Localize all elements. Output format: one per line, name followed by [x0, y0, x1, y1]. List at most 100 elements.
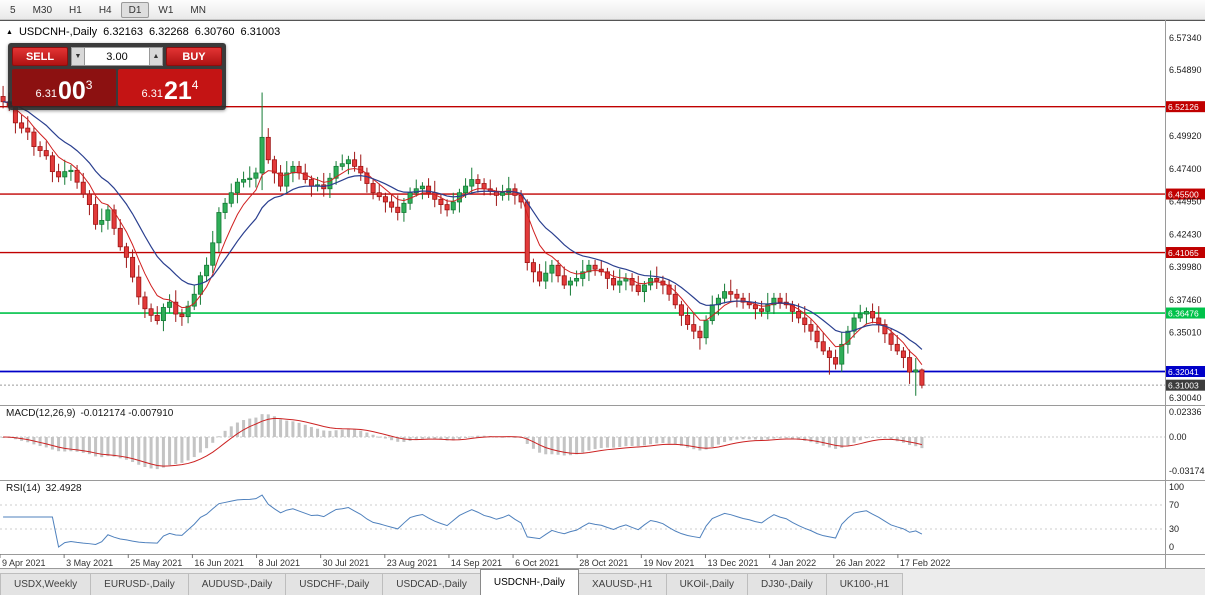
candle [284, 161, 290, 195]
candle [444, 199, 450, 217]
candle [913, 358, 919, 396]
chart-tab-usdx-weekly[interactable]: USDX,Weekly [0, 573, 92, 595]
candle [117, 219, 123, 251]
chart-tab-dj30-daily[interactable]: DJ30-,Daily [747, 573, 827, 595]
candle [512, 183, 518, 205]
timeframe-button-5[interactable]: 5 [2, 2, 24, 18]
chart-tab-xauusd-h1[interactable]: XAUUSD-,H1 [577, 573, 667, 595]
rsi-value: 32.4928 [45, 483, 82, 494]
candle [265, 128, 271, 164]
rsi-indicator-label: RSI(14) 32.4928 [6, 483, 82, 494]
candle [136, 265, 142, 305]
quote-low: 6.30760 [194, 26, 235, 38]
price-axis-tick: 6.35010 [1169, 327, 1202, 337]
price-axis-tick: 6.47400 [1169, 164, 1202, 174]
chart-tab-usdcad-daily[interactable]: USDCAD-,Daily [382, 573, 481, 595]
candle [537, 263, 543, 287]
svg-text:6.36476: 6.36476 [1168, 309, 1199, 319]
candle [611, 270, 617, 291]
date-axis-label: 28 Oct 2021 [579, 558, 628, 568]
candle [654, 266, 660, 289]
candle [364, 167, 370, 193]
date-axis-label: 17 Feb 2022 [900, 558, 951, 568]
timeframe-button-m30[interactable]: M30 [25, 2, 60, 18]
candle [555, 259, 561, 283]
macd-axis-tick: 0.00 [1169, 432, 1187, 442]
candle [456, 188, 462, 213]
candle [167, 294, 173, 313]
candle [648, 270, 654, 291]
candle [567, 277, 573, 296]
chart-tab-usdcnh-daily[interactable]: USDCNH-,Daily [479, 569, 579, 595]
candle [919, 368, 925, 389]
rsi-name: RSI(14) [6, 483, 41, 494]
chart-tab-ukoil-daily[interactable]: UKOil-,Daily [665, 573, 749, 595]
chart-tab-eurusd-daily[interactable]: EURUSD-,Daily [90, 573, 189, 595]
price-level-badge: 6.41065 [1166, 247, 1205, 259]
candle [500, 184, 506, 201]
candle [19, 114, 25, 134]
date-axis-label: 16 Jun 2021 [194, 558, 244, 568]
candle [876, 306, 882, 333]
candle [814, 325, 820, 349]
candle [882, 319, 888, 344]
chart-tab-audusd-daily[interactable]: AUDUSD-,Daily [187, 573, 287, 595]
price-axis-tick: 6.37460 [1169, 295, 1202, 305]
volume-decrease-button[interactable]: ▼ [71, 47, 85, 66]
timeframe-button-d1[interactable]: D1 [120, 1, 150, 18]
buy-price-prefix: 6.31 [141, 88, 163, 100]
buy-price-display[interactable]: 6.31 21 4 [118, 69, 222, 106]
candle [641, 281, 647, 303]
price-level-badge: 6.36476 [1166, 307, 1205, 319]
candle [389, 194, 395, 213]
candle [185, 300, 191, 324]
chart-tab-uk100-h1[interactable]: UK100-,H1 [825, 573, 904, 595]
sell-button[interactable]: SELL [12, 47, 68, 66]
candle [111, 204, 117, 235]
candle [382, 192, 388, 213]
sell-price-display[interactable]: 6.31 00 3 [12, 69, 116, 106]
candle [839, 332, 845, 373]
macd-signal-line [3, 417, 923, 467]
date-axis-label: 3 May 2021 [66, 558, 113, 568]
candle [783, 292, 789, 309]
candle [709, 295, 715, 325]
chart-canvas[interactable]: 6.521266.455006.410656.364766.320416.310… [0, 20, 1205, 568]
volume-increase-button[interactable]: ▲ [149, 47, 163, 66]
quote-open: 6.32163 [103, 26, 143, 38]
collapse-arrow-icon[interactable]: ▲ [6, 28, 13, 36]
candle [49, 151, 55, 183]
candle [746, 292, 752, 309]
buy-price-pip-digit: 4 [191, 78, 199, 92]
volume-input[interactable] [85, 47, 149, 66]
candle [469, 167, 475, 195]
timeframe-button-mn[interactable]: MN [182, 2, 214, 18]
candle [845, 325, 851, 354]
candle [685, 307, 691, 330]
candle [666, 279, 672, 301]
candle [142, 291, 148, 318]
timeframe-button-h1[interactable]: H1 [61, 2, 90, 18]
chart-tab-usdchf-daily[interactable]: USDCHF-,Daily [285, 573, 384, 595]
candles-layer [0, 85, 925, 396]
candle [401, 197, 407, 222]
candle [31, 126, 37, 156]
svg-text:6.31003: 6.31003 [1168, 381, 1199, 391]
date-axis-label: 13 Dec 2021 [707, 558, 758, 568]
candle [549, 259, 555, 283]
timeframe-button-w1[interactable]: W1 [150, 2, 181, 18]
timeframe-button-h4[interactable]: H4 [91, 2, 120, 18]
svg-text:6.41065: 6.41065 [1168, 248, 1199, 258]
macd-histogram [1, 414, 924, 470]
candle [234, 178, 240, 204]
buy-button[interactable]: BUY [166, 47, 222, 66]
candle [870, 303, 876, 324]
macd-name: MACD(12,26,9) [6, 408, 76, 419]
date-axis-label: 23 Aug 2021 [387, 558, 438, 568]
price-axis-tick: 6.57340 [1169, 33, 1202, 43]
candle [130, 249, 136, 283]
candle [722, 283, 728, 304]
buy-price-big-digits: 21 [163, 77, 192, 105]
quote-line: ▲ USDCNH-,Daily 6.32163 6.32268 6.30760 … [6, 26, 280, 38]
candle [191, 285, 197, 311]
